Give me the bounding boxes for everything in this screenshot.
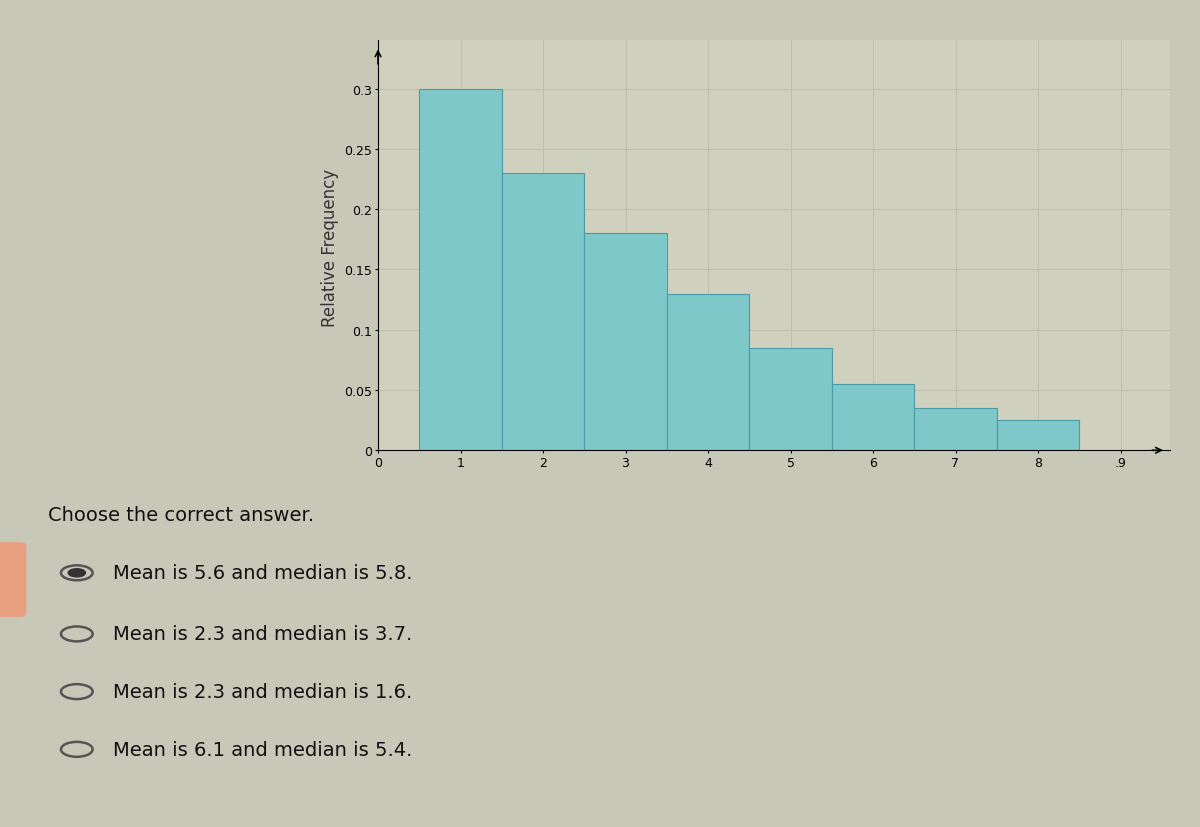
Text: Relative Frequency: Relative Frequency [322, 170, 340, 327]
Text: Mean is 2.3 and median is 3.7.: Mean is 2.3 and median is 3.7. [113, 624, 412, 643]
Text: Mean is 5.6 and median is 5.8.: Mean is 5.6 and median is 5.8. [113, 564, 413, 582]
Bar [502, 174, 584, 451]
Text: Mean is 6.1 and median is 5.4.: Mean is 6.1 and median is 5.4. [113, 740, 412, 759]
Bar [997, 421, 1079, 451]
Bar [419, 89, 502, 451]
Bar [667, 294, 749, 451]
Circle shape [68, 569, 85, 577]
Bar [914, 409, 997, 451]
Text: Choose the correct answer.: Choose the correct answer. [48, 505, 314, 524]
Bar [749, 348, 832, 451]
Bar [584, 234, 667, 451]
FancyBboxPatch shape [0, 543, 26, 617]
Bar [832, 385, 914, 451]
Text: Mean is 2.3 and median is 1.6.: Mean is 2.3 and median is 1.6. [113, 682, 412, 701]
